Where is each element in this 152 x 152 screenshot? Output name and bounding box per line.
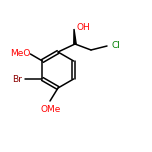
Text: Br: Br (12, 74, 22, 83)
Text: MeO: MeO (10, 48, 31, 57)
Text: Cl: Cl (112, 41, 120, 50)
Text: OMe: OMe (41, 105, 61, 114)
Text: OH: OH (76, 24, 90, 33)
Polygon shape (74, 29, 76, 44)
